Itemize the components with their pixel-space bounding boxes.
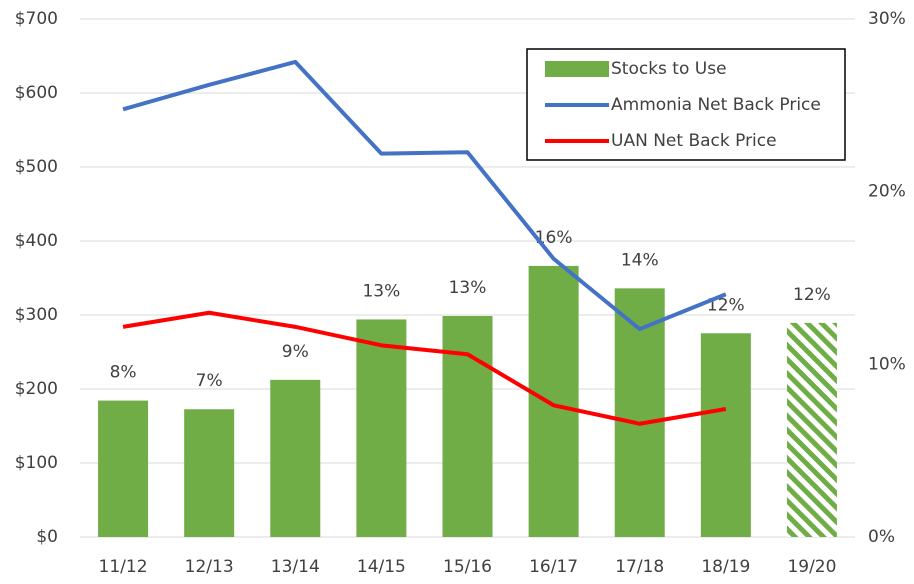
line [122,310,727,426]
legend-swatch [545,61,609,77]
x-tick-label: 18/19 [701,557,750,577]
data-label: 8% [110,363,137,383]
data-label: 13% [362,281,400,301]
x-tick-label: 14/15 [357,557,406,577]
y-tick-label: $200 [15,379,58,399]
y2-tick-label: 10% [868,354,906,374]
y-tick-label: $100 [15,453,58,473]
legend-label: UAN Net Back Price [611,131,777,151]
x-tick-label: 12/13 [185,557,234,577]
bar [442,315,493,537]
bar [270,379,321,537]
bar [700,333,751,537]
y-tick-label: $500 [15,157,58,177]
x-tick-label: 11/12 [99,557,148,577]
legend-label: Stocks to Use [611,59,727,79]
y2-tick-label: 0% [868,527,895,547]
data-label: 13% [449,278,487,298]
data-label: 14% [621,250,659,270]
bar [356,319,407,537]
data-label: 12% [793,285,831,305]
bar [614,288,665,537]
y2-tick-label: 20% [868,182,906,202]
line [122,59,727,332]
data-label: 7% [196,371,223,391]
y-tick-label: $400 [15,231,58,251]
legend-label: Ammonia Net Back Price [611,95,821,115]
data-label: 9% [282,342,309,362]
y-tick-label: $0 [36,527,58,547]
bar [786,322,837,537]
bar [98,400,149,537]
y2-tick-label: 30% [868,9,906,29]
y-tick-label: $300 [15,305,58,325]
x-tick-label: 16/17 [529,557,578,577]
x-tick-label: 17/18 [615,557,664,577]
x-tick-label: 13/14 [271,557,320,577]
y-tick-label: $600 [15,83,58,103]
bar [184,409,235,537]
y-tick-label: $700 [15,9,58,29]
x-tick-label: 19/20 [787,557,836,577]
x-tick-label: 15/16 [443,557,492,577]
bar [528,265,579,537]
data-label: 16% [535,228,573,248]
